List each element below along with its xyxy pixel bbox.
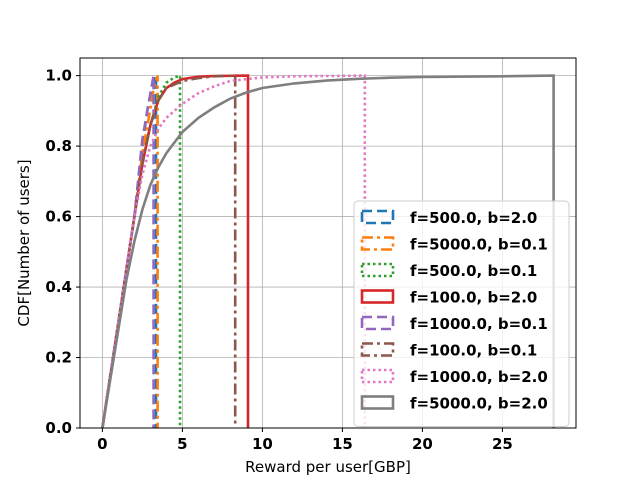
x-axis-label: Reward per user[GBP]: [245, 458, 411, 476]
legend-handle-6: [360, 342, 395, 357]
axes-frame: [79, 57, 577, 429]
legend-label-2: f=5000.0, b=0.1: [410, 236, 548, 254]
y-tick-label: 0.6: [45, 208, 72, 226]
y-tick-label: 0.4: [45, 278, 72, 296]
legend-label-6: f=100.0, b=0.1: [410, 342, 537, 360]
y-axis: 0.0 0.2 0.4 0.6 0.8 1.0: [45, 67, 80, 437]
legend-label-3: f=500.0, b=0.1: [410, 262, 537, 280]
y-tick-label: 0.8: [45, 137, 72, 155]
y-tick-label: 1.0: [45, 67, 72, 85]
series-line-7: [101, 74, 367, 429]
y-axis-label: CDF[Number of users]: [15, 159, 33, 326]
legend-label-4: f=100.0, b=2.0: [410, 289, 537, 307]
x-tick-label: 25: [492, 435, 513, 453]
legend-label-8: f=5000.0, b=2.0: [410, 395, 548, 413]
x-tick-label: 10: [252, 435, 273, 453]
plot-area: [101, 73, 555, 429]
legend-box: [353, 200, 570, 427]
x-tick-label: 20: [412, 435, 433, 453]
legend-label-1: f=500.0, b=2.0: [410, 209, 537, 227]
legend-handle-8: [360, 395, 395, 410]
legend-handle-5: [360, 315, 395, 331]
legend-handle-4: [360, 289, 395, 304]
x-axis: 0 5 10 15 20 25: [97, 428, 513, 453]
legend: f=500.0, b=2.0 f=5000.0, b=0.1 f=500.0, b=…: [353, 200, 570, 427]
y-tick-label: 0.0: [45, 419, 72, 437]
legend-handle-1: [360, 209, 395, 225]
legend-handle-2: [360, 236, 395, 251]
x-tick-label: 15: [332, 435, 353, 453]
y-tick-label: 0.2: [45, 349, 72, 367]
x-tick-label: 5: [177, 435, 187, 453]
x-tick-label: 0: [97, 435, 107, 453]
series-line-8: [101, 74, 555, 429]
legend-label-5: f=1000.0, b=0.1: [410, 315, 548, 333]
legend-label-7: f=1000.0, b=2.0: [410, 368, 548, 386]
